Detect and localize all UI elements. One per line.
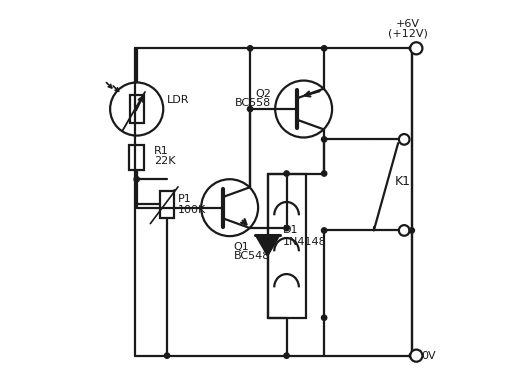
Text: Q1: Q1 xyxy=(233,242,249,252)
Bar xyxy=(130,95,144,123)
Text: +6V: +6V xyxy=(396,18,420,28)
Circle shape xyxy=(248,106,253,112)
Circle shape xyxy=(164,353,170,358)
Circle shape xyxy=(410,42,422,54)
Text: BC548: BC548 xyxy=(233,251,270,261)
Text: (+12V): (+12V) xyxy=(388,28,428,38)
Text: P1: P1 xyxy=(178,194,192,204)
Circle shape xyxy=(321,46,327,51)
Text: 1N4148: 1N4148 xyxy=(283,237,327,247)
Text: LDR: LDR xyxy=(167,95,189,105)
Text: D1: D1 xyxy=(283,226,298,236)
Circle shape xyxy=(284,353,289,358)
Text: Q2: Q2 xyxy=(255,89,271,99)
Text: 100K: 100K xyxy=(178,205,206,215)
Circle shape xyxy=(248,46,253,51)
Text: BC558: BC558 xyxy=(235,98,271,108)
Circle shape xyxy=(134,177,139,182)
Text: R1: R1 xyxy=(154,146,168,156)
Text: 22K: 22K xyxy=(154,156,175,166)
Circle shape xyxy=(321,315,327,320)
Polygon shape xyxy=(255,235,280,256)
Circle shape xyxy=(409,46,414,51)
Circle shape xyxy=(409,228,414,233)
Circle shape xyxy=(399,225,410,236)
Text: 0V: 0V xyxy=(421,351,436,361)
Bar xyxy=(160,191,174,218)
Circle shape xyxy=(321,137,327,142)
Bar xyxy=(129,145,144,170)
Circle shape xyxy=(284,226,289,231)
Text: K1: K1 xyxy=(395,175,411,187)
Bar xyxy=(268,174,306,318)
Circle shape xyxy=(410,350,422,362)
Circle shape xyxy=(399,134,410,145)
Circle shape xyxy=(321,171,327,176)
Circle shape xyxy=(409,353,414,358)
Circle shape xyxy=(321,228,327,233)
Circle shape xyxy=(284,171,289,176)
